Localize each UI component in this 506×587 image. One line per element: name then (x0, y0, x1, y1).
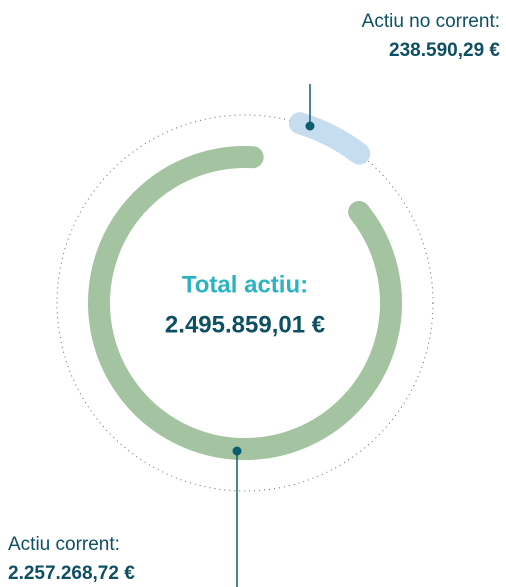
total-value: 2.495.859,01 € (165, 311, 325, 338)
data-label: 2.257.268,72 € (8, 563, 135, 584)
legend-label: Actiu no corrent: (362, 11, 500, 32)
donut-arc (288, 112, 371, 165)
leader-dot (305, 121, 315, 131)
outline-circle (56, 114, 434, 492)
data-label: 238.590,29 € (389, 40, 500, 61)
legend-label: Actiu corrent: (8, 534, 120, 555)
leader-dot (232, 446, 242, 456)
donut-arc (88, 146, 402, 460)
chart-title: Total actiu: (182, 271, 308, 298)
